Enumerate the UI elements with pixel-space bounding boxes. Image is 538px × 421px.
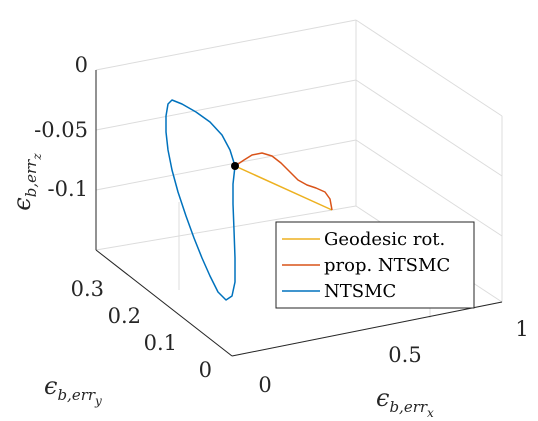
y-axis-label-sub: b,err (57, 386, 95, 404)
y-axis-label-base: ϵ (44, 372, 57, 400)
y-tick-label: 0 (199, 358, 212, 382)
z-tick-label: -0.05 (34, 118, 88, 142)
x-tick-label: 0 (258, 373, 271, 397)
x-axis-label: ϵb,errx (376, 384, 434, 420)
series-line-1 (234, 152, 333, 211)
z-tick-label: 0 (75, 53, 88, 77)
x-tick-label: 0.5 (388, 343, 421, 367)
x-axis-label-subsub: x (427, 406, 434, 420)
y-tick-label: 0.3 (71, 277, 104, 301)
series-line-2 (165, 99, 236, 301)
x-tick-label: 1 (515, 317, 528, 341)
x-axis-label-base: ϵ (376, 384, 389, 412)
grid-line (355, 139, 503, 237)
z-tick-label: -0.1 (48, 177, 89, 201)
legend-label-ntsmc: NTSMC (324, 281, 396, 302)
grid-line (95, 205, 357, 251)
y-axis-line (95, 249, 233, 357)
z-axis-label-base: ϵ (8, 197, 36, 210)
z-axis-label-subsub: z (30, 153, 44, 161)
z-axis-label-sub: b,err (22, 159, 40, 197)
x-axis-label-sub: b,err (389, 398, 427, 416)
y-axis-label-subsub: y (94, 394, 102, 408)
legend-label-prop-ntsmc: prop. NTSMC (324, 255, 450, 276)
grid-line (95, 79, 357, 131)
series-layer (165, 99, 333, 301)
grid-line (95, 139, 357, 191)
grid-line (355, 19, 503, 117)
y-tick-label: 0.2 (108, 304, 141, 328)
x-axis-line (231, 301, 503, 357)
grid-line (355, 79, 503, 177)
legend-label-geodesic: Geodesic rot. (324, 229, 445, 250)
axes-lines (95, 70, 503, 357)
y-axis-label: ϵb,erry (44, 372, 102, 408)
axis-labels: ϵb,errz ϵb,erry ϵb,errx (8, 153, 434, 420)
tick-labels: 0 -0.05 -0.1 0.3 0.2 0.1 0 0 0.5 1 (34, 53, 529, 397)
series-line-0 (234, 165, 333, 211)
legend: Geodesic rot. prop. NTSMC NTSMC (275, 221, 475, 309)
grid-line (95, 19, 357, 71)
y-tick-label: 0.1 (144, 331, 177, 355)
start-point-marker (231, 162, 239, 170)
z-axis-label: ϵb,errz (8, 153, 44, 211)
